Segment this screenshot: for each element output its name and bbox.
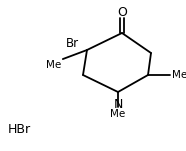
Text: Br: Br: [65, 37, 79, 50]
Text: O: O: [117, 6, 127, 19]
Text: HBr: HBr: [7, 123, 31, 136]
Text: Me: Me: [110, 109, 126, 119]
Text: N: N: [113, 98, 123, 111]
Text: Me: Me: [172, 70, 186, 80]
Text: Me: Me: [46, 60, 61, 70]
